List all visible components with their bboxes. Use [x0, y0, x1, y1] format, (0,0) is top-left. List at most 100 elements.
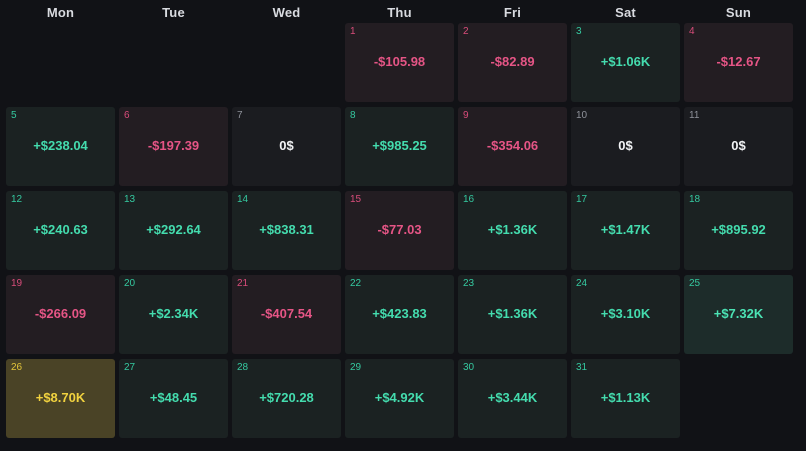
- day-cell-29[interactable]: 29 +$4.92K: [345, 359, 454, 438]
- day-pnl-value: +$8.70K: [35, 390, 86, 405]
- day-cell-7[interactable]: 7 0$: [232, 107, 341, 186]
- day-cell-27[interactable]: 27 +$48.45: [119, 359, 228, 438]
- weekday-thu: Thu: [387, 5, 412, 20]
- day-number: 30: [463, 362, 475, 373]
- day-cell-16[interactable]: 16 +$1.36K: [458, 191, 567, 270]
- day-pnl-value: +$985.25: [372, 138, 427, 153]
- day-pnl-value: +$240.63: [33, 222, 88, 237]
- day-pnl-value: -$266.09: [34, 306, 87, 321]
- day-pnl-value: +$1.13K: [600, 390, 651, 405]
- day-pnl-value: 0$: [618, 138, 633, 153]
- day-number: 1: [350, 26, 356, 37]
- day-pnl-value: +$3.44K: [487, 390, 538, 405]
- day-number: 22: [350, 278, 362, 289]
- day-cell-17[interactable]: 17 +$1.47K: [571, 191, 680, 270]
- day-number: 27: [124, 362, 136, 373]
- weekday-tue: Tue: [162, 5, 185, 20]
- day-number: 18: [689, 194, 701, 205]
- day-cell-30[interactable]: 30 +$3.44K: [458, 359, 567, 438]
- day-number: 10: [576, 110, 588, 121]
- day-number: 17: [576, 194, 588, 205]
- day-number: 5: [11, 110, 17, 121]
- day-pnl-value: +$1.47K: [600, 222, 651, 237]
- day-number: 20: [124, 278, 136, 289]
- day-pnl-value: +$292.64: [146, 222, 201, 237]
- weekday-header-row: Mon Tue Wed Thu Fri Sat Sun: [0, 0, 806, 24]
- day-pnl-value: +$838.31: [259, 222, 314, 237]
- day-number: 11: [689, 110, 700, 121]
- day-number: 13: [124, 194, 136, 205]
- day-pnl-value: +$7.32K: [713, 306, 764, 321]
- day-cell-12[interactable]: 12 +$240.63: [6, 191, 115, 270]
- day-pnl-value: -$77.03: [377, 222, 422, 237]
- day-number: 14: [237, 194, 249, 205]
- day-pnl-value: +$1.36K: [487, 306, 538, 321]
- day-pnl-value: +$720.28: [259, 390, 314, 405]
- day-pnl-value: +$3.10K: [600, 306, 651, 321]
- day-cell-15[interactable]: 15 -$77.03: [345, 191, 454, 270]
- day-cell-31[interactable]: 31 +$1.13K: [571, 359, 680, 438]
- day-number: 4: [689, 26, 695, 37]
- day-number: 6: [124, 110, 130, 121]
- day-pnl-value: -$12.67: [716, 54, 761, 69]
- day-number: 31: [576, 362, 588, 373]
- day-pnl-value: +$1.36K: [487, 222, 538, 237]
- day-pnl-value: -$105.98: [373, 54, 426, 69]
- day-number: 19: [11, 278, 23, 289]
- day-cell-13[interactable]: 13 +$292.64: [119, 191, 228, 270]
- day-number: 24: [576, 278, 588, 289]
- day-cell-26[interactable]: 26 +$8.70K: [6, 359, 115, 438]
- day-number: 26: [11, 362, 23, 373]
- day-cell-5[interactable]: 5 +$238.04: [6, 107, 115, 186]
- day-cell-25[interactable]: 25 +$7.32K: [684, 275, 793, 354]
- day-pnl-value: +$2.34K: [148, 306, 199, 321]
- day-pnl-value: 0$: [731, 138, 746, 153]
- day-cell-1[interactable]: 1 -$105.98: [345, 23, 454, 102]
- day-pnl-value: +$4.92K: [374, 390, 425, 405]
- weekday-fri: Fri: [503, 5, 522, 20]
- day-cell-2[interactable]: 2 -$82.89: [458, 23, 567, 102]
- day-cell-28[interactable]: 28 +$720.28: [232, 359, 341, 438]
- day-pnl-value: -$354.06: [486, 138, 539, 153]
- day-pnl-value: -$82.89: [490, 54, 535, 69]
- day-cell-21[interactable]: 21 -$407.54: [232, 275, 341, 354]
- day-number: 8: [350, 110, 356, 121]
- day-number: 28: [237, 362, 249, 373]
- day-cell-8[interactable]: 8 +$985.25: [345, 107, 454, 186]
- day-number: 21: [237, 278, 249, 289]
- weekday-mon: Mon: [46, 5, 75, 20]
- weekday-sun: Sun: [725, 5, 752, 20]
- day-cell-3[interactable]: 3 +$1.06K: [571, 23, 680, 102]
- day-cell-24[interactable]: 24 +$3.10K: [571, 275, 680, 354]
- day-cell-9[interactable]: 9 -$354.06: [458, 107, 567, 186]
- day-pnl-value: +$1.06K: [600, 54, 651, 69]
- day-cell-22[interactable]: 22 +$423.83: [345, 275, 454, 354]
- day-number: 23: [463, 278, 475, 289]
- day-cell-6[interactable]: 6 -$197.39: [119, 107, 228, 186]
- day-number: 9: [463, 110, 469, 121]
- day-cell-20[interactable]: 20 +$2.34K: [119, 275, 228, 354]
- day-number: 16: [463, 194, 475, 205]
- day-pnl-value: -$407.54: [260, 306, 313, 321]
- day-cell-10[interactable]: 10 0$: [571, 107, 680, 186]
- day-number: 7: [237, 110, 243, 121]
- day-number: 29: [350, 362, 362, 373]
- day-cell-14[interactable]: 14 +$838.31: [232, 191, 341, 270]
- day-number: 12: [11, 194, 23, 205]
- day-pnl-value: -$197.39: [147, 138, 200, 153]
- day-number: 15: [350, 194, 362, 205]
- day-pnl-value: +$895.92: [711, 222, 766, 237]
- day-cell-23[interactable]: 23 +$1.36K: [458, 275, 567, 354]
- weekday-sat: Sat: [615, 5, 636, 20]
- day-number: 2: [463, 26, 469, 37]
- day-cell-4[interactable]: 4 -$12.67: [684, 23, 793, 102]
- day-cell-19[interactable]: 19 -$266.09: [6, 275, 115, 354]
- day-pnl-value: 0$: [279, 138, 294, 153]
- day-cell-18[interactable]: 18 +$895.92: [684, 191, 793, 270]
- day-pnl-value: +$48.45: [149, 390, 198, 405]
- day-number: 3: [576, 26, 582, 37]
- day-cell-11[interactable]: 11 0$: [684, 107, 793, 186]
- weekday-wed: Wed: [272, 5, 301, 20]
- day-pnl-value: +$423.83: [372, 306, 427, 321]
